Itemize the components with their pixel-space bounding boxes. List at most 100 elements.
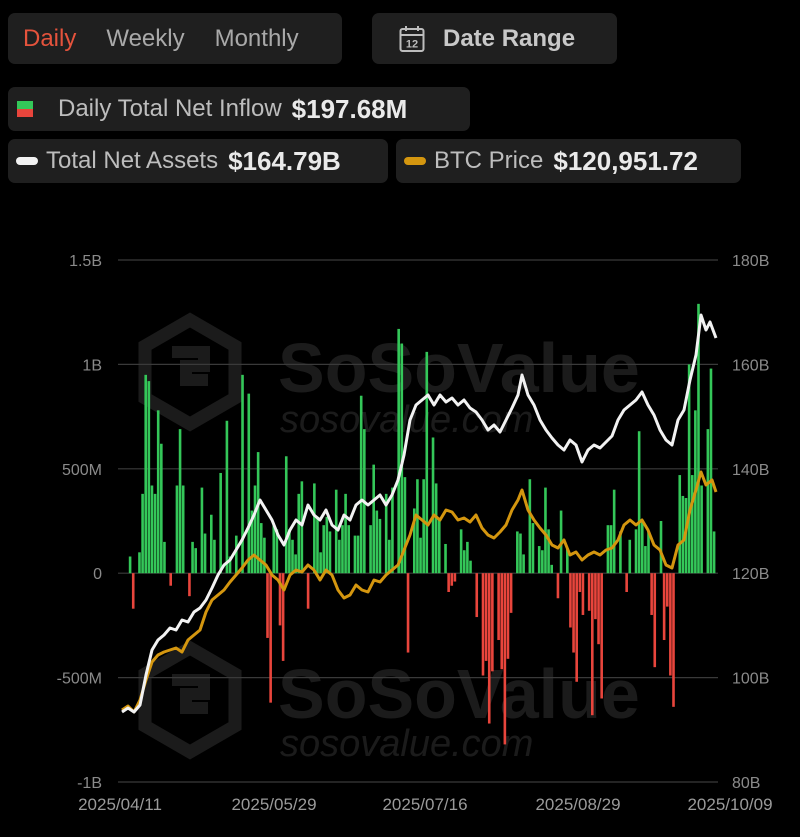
inflow-bar	[163, 541, 166, 574]
inflow-bar	[375, 510, 379, 574]
inflow-bar	[706, 429, 710, 574]
inflow-bar	[316, 516, 319, 574]
inflow-bar	[384, 493, 388, 574]
inflow-bar	[444, 543, 447, 574]
inflow-bar	[369, 525, 372, 574]
inflow-bar	[541, 550, 544, 574]
svg-text:SoSoValue: SoSoValue	[278, 329, 640, 407]
btc-price-line	[121, 470, 718, 714]
inflow-bar	[437, 518, 441, 574]
gridlines	[118, 259, 718, 783]
svg-text:500M: 500M	[62, 462, 102, 479]
inflow-bar	[300, 481, 304, 574]
inflow-bar	[147, 381, 151, 574]
inflow-bar	[328, 531, 332, 574]
inflow-bar	[550, 564, 554, 574]
inflow-bar	[388, 539, 391, 574]
legend-inflow-value: $197.68M	[291, 93, 408, 124]
sosovalue-logo-icon	[138, 640, 242, 760]
inflow-bar	[263, 537, 266, 574]
inflow-bar	[412, 508, 416, 574]
inflow-bar	[640, 521, 644, 574]
legend-total-net-assets[interactable]: Total Net Assets $164.79B	[8, 139, 388, 183]
inflow-bar	[503, 573, 507, 745]
inflow-bar	[575, 573, 578, 682]
inflow-bar	[138, 552, 141, 574]
inflow-bar	[447, 573, 450, 592]
legend-assets-label: Total Net Assets	[46, 147, 219, 174]
inflow-bar	[144, 374, 148, 574]
inflow-bar	[266, 573, 269, 638]
inflow-bar	[131, 573, 135, 609]
inflow-bar	[556, 573, 560, 599]
svg-text:SoSoValue: SoSoValue	[278, 655, 640, 733]
tab-weekly[interactable]: Weekly	[106, 24, 185, 52]
legend-inflow-label: Daily Total Net Inflow	[58, 95, 282, 122]
date-range-button[interactable]: 12 Date Range	[372, 13, 617, 64]
inflow-bar	[594, 573, 597, 620]
inflow-bar	[228, 556, 232, 574]
svg-text:2025/05/29: 2025/05/29	[231, 795, 316, 814]
inflow-bar	[450, 573, 454, 586]
inflow-bar	[225, 420, 229, 574]
inflow-bar	[634, 529, 638, 574]
inflow-bar	[391, 487, 394, 574]
legend-btc-label: BTC Price	[434, 147, 544, 174]
inflow-bar	[213, 539, 216, 574]
svg-text:1B: 1B	[82, 357, 102, 374]
btc-line-swatch-icon	[404, 157, 426, 165]
inflow-bar	[344, 493, 347, 574]
inflow-bar	[319, 552, 322, 574]
inflow-bar	[500, 573, 504, 670]
inflow-bar	[572, 573, 575, 653]
tab-monthly[interactable]: Monthly	[214, 24, 299, 52]
inflow-bar	[522, 554, 525, 574]
inflow-bar	[481, 573, 485, 676]
inflow-bar	[650, 573, 653, 615]
inflow-bar	[537, 546, 541, 574]
total-net-assets-line	[121, 313, 718, 714]
inflow-bar	[241, 374, 244, 574]
inflow-bar	[275, 529, 279, 574]
inflow-bar	[709, 368, 713, 574]
inflow-bar	[256, 452, 260, 574]
legend-btc-price[interactable]: BTC Price $120,951.72	[396, 139, 741, 183]
inflow-bar	[469, 560, 472, 574]
inflow-bar	[234, 535, 238, 574]
inflow-bar	[647, 531, 650, 574]
inflow-bar	[487, 573, 491, 724]
svg-text:-500M: -500M	[57, 671, 102, 688]
svg-text:0: 0	[93, 566, 102, 583]
etf-flow-chart[interactable]: SoSoValue sosovalue.com SoSoValue sosova…	[0, 230, 800, 837]
inflow-bar	[322, 525, 326, 574]
inflow-bar	[690, 475, 694, 574]
inflow-bar	[681, 495, 685, 574]
inflow-bar	[253, 485, 257, 574]
inflow-bar	[128, 556, 132, 574]
legend-net-inflow[interactable]: Daily Total Net Inflow $197.68M	[8, 87, 470, 131]
inflow-bar	[597, 573, 600, 645]
svg-text:-1B: -1B	[77, 775, 102, 792]
inflow-bar	[181, 485, 185, 574]
inflow-bar	[247, 393, 251, 574]
y-axis-left: 1.5B 1B 500M 0 -500M -1B	[57, 253, 102, 792]
y-axis-right: 180B 160B 140B 120B 100B 80B	[732, 253, 769, 792]
legend-btc-value: $120,951.72	[553, 145, 698, 176]
inflow-bar	[422, 479, 425, 574]
inflow-bar	[313, 483, 316, 574]
inflow-bar	[169, 573, 172, 586]
inflow-bar	[188, 573, 191, 597]
legend-assets-value: $164.79B	[228, 145, 341, 176]
inflow-bar	[272, 525, 276, 574]
inflow-bar	[347, 525, 351, 574]
x-axis: 2025/04/11 2025/05/29 2025/07/16 2025/08/29…	[78, 795, 772, 814]
assets-line-swatch-icon	[16, 157, 38, 165]
inflow-bar	[403, 477, 407, 574]
inflow-bar	[306, 573, 310, 609]
inflow-bar	[509, 573, 513, 613]
svg-text:2025/04/11: 2025/04/11	[78, 795, 162, 814]
inflow-bar	[619, 531, 622, 574]
inflow-bar	[462, 550, 466, 574]
tab-daily[interactable]: Daily	[23, 24, 77, 52]
inflow-bar	[150, 485, 154, 574]
